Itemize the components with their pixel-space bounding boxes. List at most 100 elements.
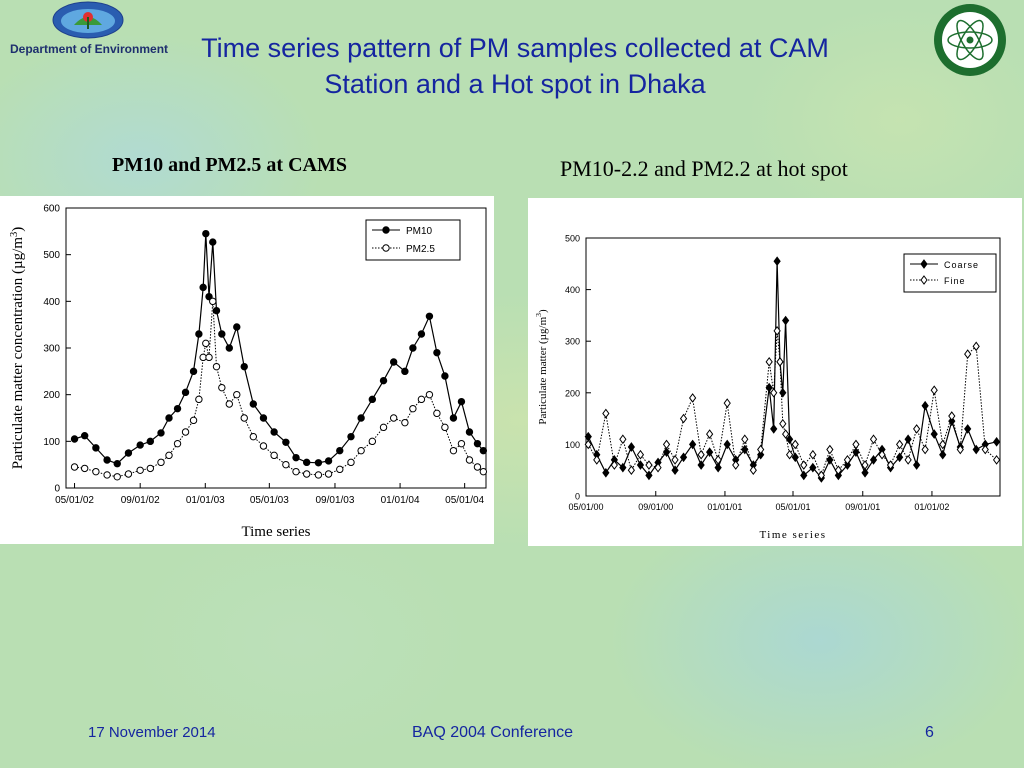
data-point-fine xyxy=(765,357,773,367)
data-point-fine xyxy=(732,460,740,470)
data-point-fine xyxy=(619,434,627,445)
data-point-pm10 xyxy=(181,388,190,397)
x-tick-label: 05/01/04 xyxy=(445,495,484,506)
data-point-fine xyxy=(749,465,757,476)
data-point-coarse xyxy=(779,387,787,398)
data-point-coarse xyxy=(939,449,947,460)
data-point-fine xyxy=(791,439,799,450)
y-tick-label: 200 xyxy=(565,388,580,398)
slide-title: Time series pattern of PM samples collec… xyxy=(201,33,829,99)
y-tick-label: 0 xyxy=(54,484,60,495)
data-point-pm10 xyxy=(425,312,434,320)
data-point-fine xyxy=(817,470,825,481)
data-point-pm10 xyxy=(189,367,198,376)
org-name: Department of Environment xyxy=(10,42,169,56)
data-point-pm2-5 xyxy=(124,470,133,478)
series-line-fine xyxy=(587,330,997,477)
y-tick-label: 300 xyxy=(43,344,60,355)
x-tick-label: 05/01/01 xyxy=(775,502,810,512)
legend-marker-fine xyxy=(920,275,928,285)
data-point-coarse xyxy=(964,424,972,434)
y-tick-label: 500 xyxy=(43,250,60,261)
data-point-pm10 xyxy=(324,457,333,465)
data-point-pm10 xyxy=(157,429,165,437)
legend-marker-pm10 xyxy=(382,226,390,234)
cams-chart-panel: 0 100 200 300 400 500 600 05/01/02 09/01/02 01/01… xyxy=(0,196,494,544)
hotspot-pm-chart: 0 100 200 300 400 500 05/01/00 09/01/00 01/01/01… xyxy=(534,234,1001,541)
data-point-coarse xyxy=(972,444,980,455)
x-tick-label: 01/01/03 xyxy=(186,495,225,506)
data-point-pm2-5 xyxy=(282,460,290,469)
data-point-pm10 xyxy=(302,458,311,467)
data-point-fine xyxy=(956,444,964,455)
data-point-pm10 xyxy=(314,459,323,467)
y-axis-label: Particulate matter concentration (µg/m3) xyxy=(9,227,26,470)
data-point-pm2-5 xyxy=(218,383,226,392)
data-point-coarse xyxy=(930,429,938,439)
y-tick-label: 300 xyxy=(565,337,580,347)
data-point-pm2-5 xyxy=(259,442,268,450)
data-point-fine xyxy=(930,385,938,396)
data-point-coarse xyxy=(765,382,773,393)
legend-label-fine: Fine xyxy=(944,276,966,286)
y-tick-label: 200 xyxy=(43,390,60,401)
data-point-pm10 xyxy=(441,372,449,380)
data-point-coarse xyxy=(921,400,929,411)
data-point-fine xyxy=(981,444,989,455)
data-point-pm2-5 xyxy=(479,467,488,476)
data-point-pm10 xyxy=(409,344,417,352)
data-point-fine xyxy=(878,449,886,460)
data-point-pm2-5 xyxy=(249,432,258,441)
data-point-pm2-5 xyxy=(195,395,203,404)
data-point-fine xyxy=(861,460,869,470)
legend-label-coarse: Coarse xyxy=(944,260,979,270)
data-point-fine xyxy=(939,439,947,450)
data-point-fine xyxy=(706,429,714,439)
data-point-pm2-5 xyxy=(189,416,198,425)
data-point-pm10 xyxy=(195,330,203,338)
data-point-fine xyxy=(921,444,929,455)
data-point-fine xyxy=(679,413,688,424)
footer-date: 17 November 2014 xyxy=(88,724,216,741)
data-point-pm2-5 xyxy=(146,464,155,473)
data-point-pm10 xyxy=(80,432,89,440)
data-point-coarse xyxy=(688,439,697,450)
data-point-pm10 xyxy=(202,229,210,238)
data-point-pm10 xyxy=(233,323,241,331)
data-point-pm2-5 xyxy=(347,458,355,467)
data-point-fine xyxy=(770,387,778,398)
y-tick-label: 600 xyxy=(43,204,60,215)
y-tick-label: 400 xyxy=(43,297,60,308)
data-point-coarse xyxy=(913,460,921,470)
data-point-fine xyxy=(671,455,679,465)
data-point-pm10 xyxy=(368,395,377,404)
data-point-pm10 xyxy=(146,437,155,446)
data-point-pm2-5 xyxy=(173,439,182,448)
data-point-fine xyxy=(964,349,972,359)
data-point-fine xyxy=(773,326,781,336)
data-point-pm2-5 xyxy=(324,470,333,478)
data-point-pm2-5 xyxy=(417,395,426,404)
data-point-fine xyxy=(610,460,618,470)
data-point-coarse xyxy=(785,434,794,445)
data-point-coarse xyxy=(723,439,731,450)
data-point-fine xyxy=(785,449,794,460)
data-point-fine xyxy=(843,455,852,465)
data-point-coarse xyxy=(809,462,817,473)
data-point-pm10 xyxy=(433,348,441,357)
y-axis-label: Particulate matter (µg/m3) xyxy=(534,309,549,425)
data-point-coarse xyxy=(645,470,653,481)
data-point-pm2-5 xyxy=(302,470,311,478)
legend-label-pm10: PM10 xyxy=(406,226,433,237)
data-point-pm10 xyxy=(270,428,278,436)
data-point-pm10 xyxy=(417,330,426,338)
data-point-coarse xyxy=(834,470,842,481)
data-point-pm10 xyxy=(173,404,182,413)
cams-pm-chart: 0 100 200 300 400 500 600 05/01/02 09/01/02 01/01… xyxy=(9,204,488,540)
y-axis-label-close: ) xyxy=(537,309,549,313)
x-tick-label: 05/01/00 xyxy=(568,502,603,512)
y-tick-label: 400 xyxy=(565,285,580,295)
data-point-pm2-5 xyxy=(157,458,165,467)
data-point-pm2-5 xyxy=(103,471,111,479)
y-axis-label-text: Particulate matter concentration (µg/m xyxy=(10,237,26,470)
